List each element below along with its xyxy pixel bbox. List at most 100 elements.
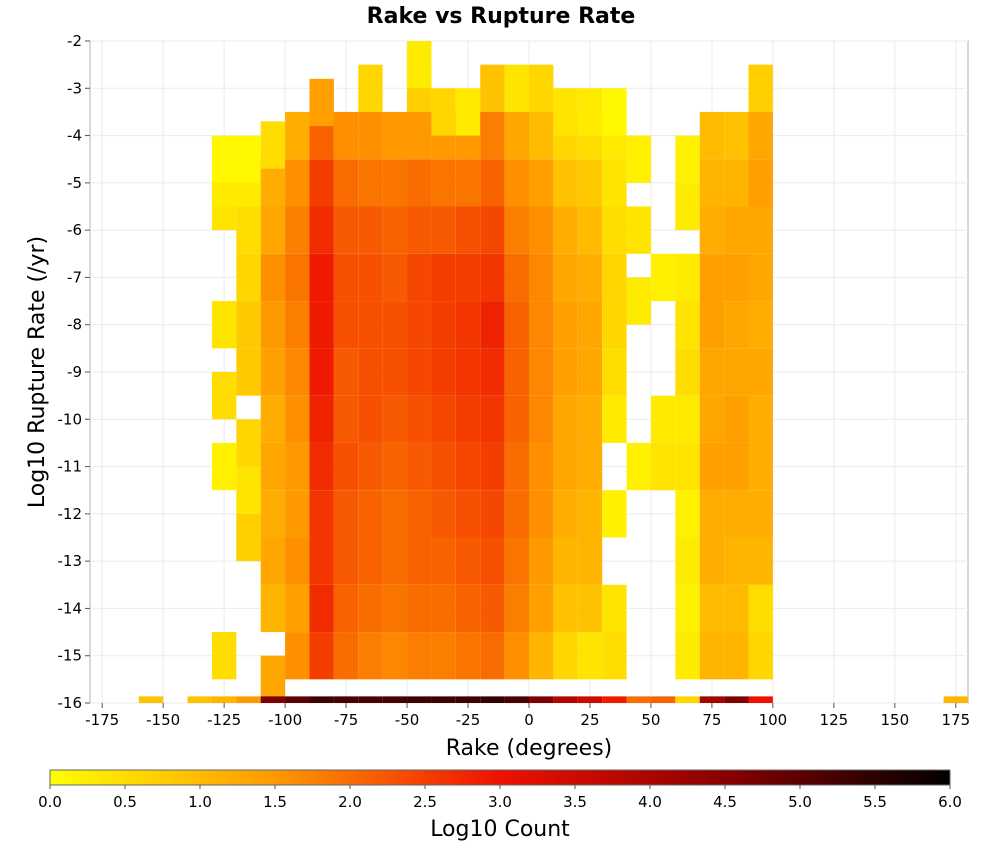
- heatmap-cell: [431, 348, 456, 396]
- heatmap-cell: [285, 537, 310, 585]
- colorbar-tick-label: 4.5: [713, 793, 737, 811]
- heatmap-cell: [285, 584, 310, 633]
- heatmap-cell: [358, 111, 383, 160]
- heatmap-cell: [309, 78, 334, 127]
- heatmap-cell: [675, 253, 700, 302]
- y-tick-label: -8: [67, 316, 82, 334]
- heatmap-cell: [260, 348, 286, 396]
- heatmap-cell: [455, 584, 481, 633]
- y-tick-label: -9: [67, 363, 82, 381]
- heatmap-cell: [577, 206, 603, 254]
- y-tick-label: -10: [58, 410, 83, 428]
- heatmap-cell: [309, 395, 334, 443]
- heatmap-cell: [333, 206, 359, 254]
- heatmap-cell: [943, 696, 968, 703]
- heatmap-cell: [480, 490, 505, 538]
- heatmap-cell: [358, 253, 383, 302]
- x-tick-label: -100: [268, 711, 302, 729]
- heatmap-cell: [407, 206, 432, 254]
- heatmap-cell: [333, 696, 359, 703]
- y-tick-label: -12: [58, 505, 83, 523]
- heatmap-cell: [333, 159, 359, 207]
- heatmap-cell: [724, 490, 749, 538]
- heatmap-cell: [480, 442, 505, 491]
- heatmap-cell: [407, 490, 432, 538]
- heatmap-cell: [260, 696, 286, 703]
- heatmap-cell: [382, 584, 408, 633]
- heatmap-cell: [358, 584, 383, 633]
- y-tick-label: -7: [67, 268, 82, 286]
- heatmap-cell: [260, 121, 286, 169]
- heatmap-cell: [431, 490, 456, 538]
- heatmap-cell: [699, 301, 725, 349]
- heatmap-cell: [260, 490, 286, 538]
- heatmap-cell: [675, 301, 700, 349]
- y-tick-label: -15: [58, 647, 83, 665]
- heatmap-cell: [748, 64, 773, 112]
- heatmap-cell: [309, 253, 334, 302]
- heatmap-cell: [626, 206, 651, 254]
- heatmap-cell: [455, 442, 481, 491]
- x-tick-label: -75: [334, 711, 359, 729]
- x-tick-label: 100: [759, 711, 788, 729]
- y-tick-label: -4: [67, 127, 82, 145]
- heatmap-cell: [455, 206, 481, 254]
- heatmap-cell: [480, 632, 505, 680]
- heatmap-cell: [529, 490, 554, 538]
- colorbar-tick-label: 0.0: [38, 793, 62, 811]
- heatmap-cell: [407, 253, 432, 302]
- heatmap-cell: [480, 64, 505, 112]
- y-axis-ticks: -2 -3 -4 -5 -6 -7 -8 -9 -10 -11 -12 -13 -14 -15 -16: [58, 32, 90, 712]
- heatmap-cell: [455, 88, 481, 136]
- heatmap-cell: [699, 348, 725, 396]
- x-tick-label: 25: [580, 711, 599, 729]
- heatmap-cell: [504, 206, 529, 254]
- heatmap-cell: [626, 135, 651, 183]
- heatmap-cell: [431, 253, 456, 302]
- heatmap-cell: [236, 696, 261, 703]
- heatmap-cell: [626, 277, 651, 325]
- x-tick-label: -150: [146, 711, 180, 729]
- heatmap-cell: [650, 253, 676, 302]
- heatmap-cell: [358, 64, 383, 112]
- heatmap-cell: [382, 395, 408, 443]
- heatmap-cell: [358, 159, 383, 207]
- heatmap-cell: [382, 253, 408, 302]
- heatmap-cell: [431, 632, 456, 680]
- heatmap-cell: [748, 490, 773, 538]
- heatmap-cell: [480, 696, 505, 703]
- heatmap-cell: [724, 696, 749, 703]
- heatmap-cell: [577, 584, 603, 633]
- colorbar-tick-label: 6.0: [938, 793, 962, 811]
- heatmap-cell: [504, 301, 529, 349]
- heatmap-cell: [577, 88, 603, 136]
- heatmap-cell: [529, 537, 554, 585]
- heatmap-cell: [260, 537, 286, 585]
- heatmap-cell: [504, 442, 529, 491]
- heatmap-cell: [455, 395, 481, 443]
- heatmap-cell: [553, 696, 578, 703]
- heatmap-cell: [553, 206, 578, 254]
- heatmap-cell: [236, 135, 261, 183]
- heatmap-cell: [309, 584, 334, 633]
- heatmap-cell: [675, 395, 700, 443]
- heatmap-cell: [358, 696, 383, 703]
- heatmap-cell: [285, 301, 310, 349]
- heatmap-cell: [675, 632, 700, 680]
- heatmap-cell: [285, 253, 310, 302]
- heatmap-cell: [529, 159, 554, 207]
- heatmap-cell: [748, 632, 773, 680]
- heatmap-cell: [577, 696, 603, 703]
- heatmap-cell: [748, 584, 773, 633]
- heatmap-cell: [285, 442, 310, 491]
- heatmap-cell: [553, 159, 578, 207]
- heatmap-cell: [260, 655, 286, 703]
- heatmap-cell: [504, 696, 529, 703]
- x-tick-label: -50: [395, 711, 420, 729]
- heatmap-cell: [553, 88, 578, 136]
- heatmap-cell: [333, 348, 359, 396]
- heatmap-cell: [602, 348, 627, 396]
- heatmap-cell: [602, 88, 627, 136]
- x-axis-ticks: -175 -150 -125 -100 -75 -50 -25 0 25 50 75 100 125 15…: [85, 703, 970, 729]
- colorbar-tick-label: 3.0: [488, 793, 512, 811]
